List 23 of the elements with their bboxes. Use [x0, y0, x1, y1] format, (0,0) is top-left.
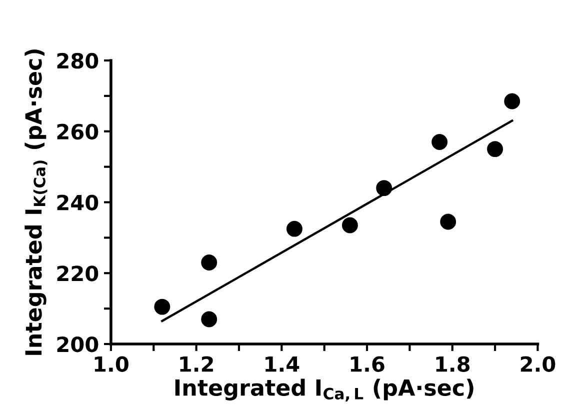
- y-tick-label: 200: [57, 336, 98, 352]
- x-tick-label: 2.0: [520, 356, 556, 372]
- point: [376, 180, 392, 196]
- point: [201, 311, 218, 328]
- x-axis-title: Integrated I$_{Ca,L}$ (pA·sec): [175, 378, 474, 402]
- point: [432, 134, 448, 150]
- x-tick-label: 1.6: [350, 356, 384, 372]
- x-tick-label: 1.0: [94, 356, 128, 372]
- y-tick-label: 240: [57, 194, 98, 210]
- y-tick-label: 260: [57, 124, 98, 140]
- point: [286, 220, 302, 237]
- x-tick-label: 1.2: [180, 356, 213, 372]
- x-tick-label: 1.4: [266, 356, 300, 372]
- y-tick-label: 220: [57, 266, 98, 282]
- x-tick-label: 1.8: [436, 356, 470, 372]
- point: [201, 254, 218, 270]
- point: [440, 214, 456, 230]
- point: [487, 141, 504, 158]
- point: [504, 93, 520, 110]
- y-axis-title: Integrated I$_{K(Ca)}$ (pA·sec): [24, 49, 48, 355]
- y-tick-label: 280: [57, 52, 98, 69]
- point: [342, 217, 358, 234]
- point: [154, 298, 170, 315]
